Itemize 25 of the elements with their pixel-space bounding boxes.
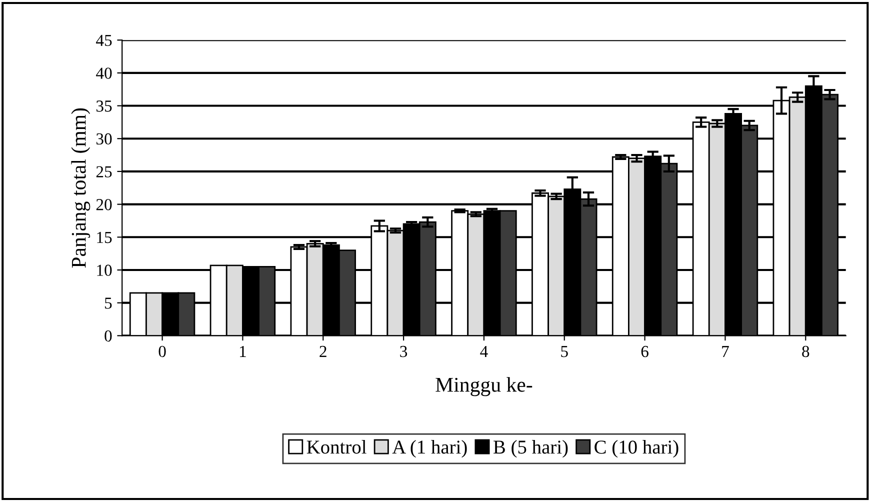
x-tick-label: 5 (561, 346, 568, 358)
x-axis-title: Minggu ke- (436, 377, 532, 396)
x-tick-label: 2 (320, 346, 326, 357)
y-tick-label: 25 (96, 166, 112, 178)
x-tick-label: 4 (480, 346, 488, 357)
x-tick-label: 0 (158, 346, 166, 358)
y-tick-label: 45 (96, 34, 112, 46)
legend-label: A (1 hari) (392, 440, 467, 458)
y-tick-label: 0 (104, 330, 112, 342)
x-tick-label: 1 (240, 346, 246, 357)
y-tick-label: 40 (96, 68, 112, 79)
y-tick-label: 35 (96, 100, 112, 112)
y-tick-label: 5 (104, 298, 112, 309)
y-tick-label: 20 (96, 198, 112, 210)
legend-label: Kontrol (306, 440, 366, 454)
legend-label: B (5 hari) (493, 440, 568, 458)
y-tick-label: 10 (97, 264, 112, 276)
x-tick-label: 8 (802, 346, 810, 358)
x-tick-label: 7 (722, 346, 729, 357)
x-tick-label: 6 (641, 346, 648, 358)
y-tick-label: 15 (97, 232, 112, 244)
y-axis-title: Panjang total (mm) (71, 108, 90, 268)
y-tick-label: 30 (96, 133, 112, 145)
x-tick-label: 3 (400, 346, 408, 358)
legend-label: C (10 hari) (594, 440, 678, 458)
